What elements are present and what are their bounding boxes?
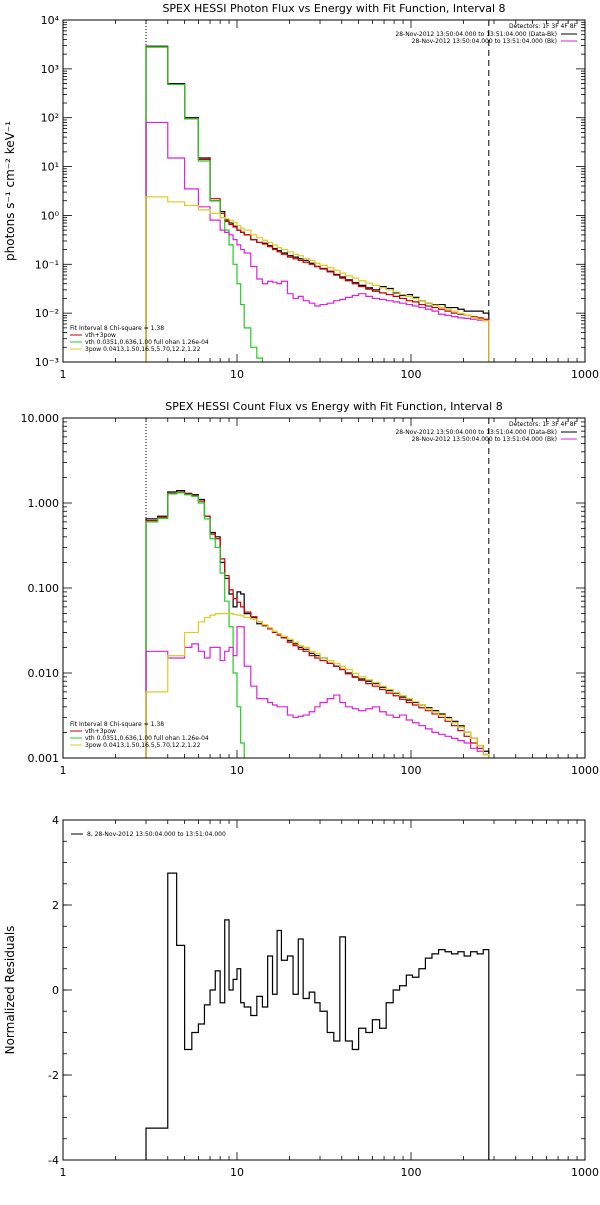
y-tick-label: 10⁻³	[35, 356, 59, 369]
series-group	[145, 489, 490, 758]
y-tick-label: -2	[48, 1069, 59, 1082]
x-tick-label: 1000	[571, 764, 599, 777]
legend-top-entry: 28-Nov-2012 13:50:04.000 to 13:51:04.000…	[395, 31, 557, 38]
legend-top-header: Detectors: 1F 3F 4F 8F	[509, 23, 578, 30]
x-tick-label: 100	[401, 764, 422, 777]
chart-panel-1: SPEX HESSI Photon Flux vs Energy with Fi…	[3, 2, 599, 381]
plot-frame	[62, 417, 586, 759]
legend-top-header: Detectors: 1F 3F 4F 8F	[509, 421, 578, 428]
legend-bottom-entry: 3pow 0.0413,1.50,16.5,5.70,12.2,1.22	[85, 346, 201, 353]
y-axis-label: photons s⁻¹ cm⁻² keV⁻¹	[3, 121, 17, 261]
chart-title: SPEX HESSI Count Flux vs Energy with Fit…	[165, 400, 502, 413]
legend-top-entry: 28-Nov-2012 13:50:04.000 to 13:51:04.000…	[412, 38, 557, 45]
y-tick-label: 10⁰	[41, 209, 60, 222]
y-tick-label: 4	[52, 814, 59, 827]
x-tick-label: 1000	[571, 1166, 599, 1179]
series-line-4	[145, 121, 490, 362]
y-tick-label: 10¹	[41, 161, 59, 174]
series-line-1	[145, 872, 490, 1160]
plot-frame	[62, 19, 586, 363]
y-tick-label: 10³	[41, 63, 59, 76]
y-tick-label: -4	[48, 1154, 59, 1167]
x-tick-label: 10	[230, 764, 244, 777]
series-line-3	[145, 492, 245, 758]
legend-bottom-header: Fit Interval 8 Chi-square = 1.38	[70, 325, 164, 332]
x-tick-label: 100	[401, 1166, 422, 1179]
y-tick-label: 1.000	[28, 497, 60, 510]
series-group	[145, 872, 490, 1160]
chart-title: SPEX HESSI Photon Flux vs Energy with Fi…	[162, 2, 505, 15]
y-tick-label: 10.000	[21, 412, 60, 425]
x-tick-label: 100	[401, 368, 422, 381]
y-tick-label: 10⁻¹	[35, 258, 59, 271]
series-line-5	[145, 196, 490, 362]
series-line-4	[145, 626, 490, 758]
legend-top-entry: 28-Nov-2012 13:50:04.000 to 13:51:04.000…	[412, 436, 557, 443]
legend-bottom-entry: vth 0.0351,0.636,1.00 full ohan 1.26e-04	[85, 735, 209, 742]
x-tick-label: 1000	[571, 368, 599, 381]
legend-top-entry: 8, 28-Nov-2012 13:50:04.000 to 13:51:04.…	[87, 831, 226, 838]
legend-bottom-entry: vth+3pow	[85, 728, 116, 735]
legend-bottom-entry: 3pow 0.0413,1.50,16.5,5.70,12.2,1.22	[85, 742, 201, 749]
x-tick-label: 1	[60, 1166, 67, 1179]
y-tick-label: 0.001	[28, 752, 60, 765]
x-tick-label: 10	[230, 1166, 244, 1179]
y-tick-label: 10⁴	[41, 14, 60, 27]
y-axis-label: Normalized Residuals	[3, 926, 17, 1055]
y-tick-label: 0.010	[28, 667, 60, 680]
plot-frame	[62, 819, 586, 1161]
y-tick-label: 10²	[41, 112, 59, 125]
legend-bottom-entry: vth 0.0351,0.636,1.00 full ohan 1.26e-04	[85, 339, 209, 346]
y-tick-label: 2	[52, 899, 59, 912]
legend-bottom-header: Fit Interval 8 Chi-square = 1.38	[70, 721, 164, 728]
legend-bottom-entry: vth+3pow	[85, 332, 116, 339]
y-tick-label: 10⁻²	[35, 307, 59, 320]
y-tick-label: 0.100	[28, 582, 60, 595]
series-line-5	[145, 612, 490, 758]
x-tick-label: 10	[230, 368, 244, 381]
x-tick-label: 1	[60, 368, 67, 381]
series-group	[145, 45, 490, 362]
chart-panel-2: SPEX HESSI Count Flux vs Energy with Fit…	[21, 400, 600, 777]
chart-panel-3: 1 10 100 1000 -4 -2 0 2 4 Normalized Residuals 8, …	[3, 814, 599, 1179]
y-tick-label: 0	[52, 984, 59, 997]
legend-top-entry: 28-Nov-2012 13:50:04.000 to 13:51:04.000…	[395, 429, 557, 436]
x-tick-label: 1	[60, 764, 67, 777]
